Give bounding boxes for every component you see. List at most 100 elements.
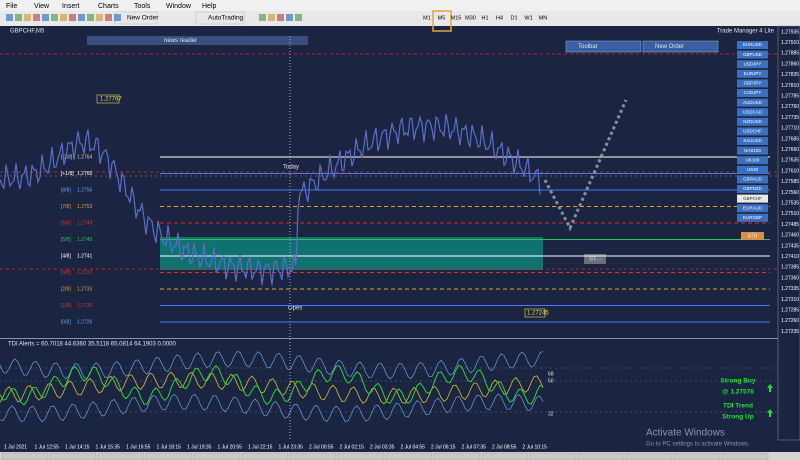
tab[interactable] <box>193 452 241 460</box>
symbol: EURGBP <box>743 215 762 220</box>
tab[interactable] <box>481 452 529 460</box>
tab[interactable] <box>337 452 385 460</box>
symbol-button[interactable] <box>737 98 768 107</box>
symbol-button[interactable] <box>737 117 768 126</box>
level-price: 1.2730 <box>77 303 93 309</box>
tool-icon[interactable] <box>87 14 94 21</box>
menu-item[interactable]: Insert <box>62 3 80 10</box>
symbol-button[interactable] <box>737 194 768 203</box>
time-tick: 2 Jul 06:15 <box>431 444 456 450</box>
symbol: GBPJPY <box>744 81 762 86</box>
menu-item[interactable]: Charts <box>98 3 119 10</box>
symbol-button[interactable] <box>737 165 768 174</box>
symbol-button[interactable] <box>737 60 768 69</box>
timeframe[interactable]: H1 <box>481 15 488 21</box>
menu-item[interactable]: Tools <box>134 3 151 10</box>
tool-icon[interactable] <box>33 14 40 21</box>
symbol-button[interactable] <box>737 137 768 145</box>
symbol-button[interactable] <box>737 50 768 59</box>
tool-icon[interactable] <box>69 14 76 21</box>
menu-item[interactable]: Help <box>202 3 217 10</box>
menu-item[interactable]: View <box>34 3 50 10</box>
autotrading: AutoTrading <box>208 15 244 22</box>
tool-icon[interactable] <box>286 14 293 21</box>
news-reader-bar[interactable] <box>87 36 308 45</box>
symbol-button[interactable] <box>737 69 768 78</box>
level-tag: [3/8] <box>61 270 71 276</box>
menu-bar <box>0 0 800 11</box>
price-tick: 1.27235 <box>781 329 799 335</box>
tool-icon[interactable] <box>42 14 49 21</box>
tool-icon[interactable] <box>60 14 67 21</box>
symbol-button[interactable] <box>737 213 768 222</box>
tab[interactable] <box>145 452 193 460</box>
tab[interactable] <box>49 452 97 460</box>
price-tick: 1.27335 <box>781 286 799 292</box>
tab[interactable] <box>241 452 289 460</box>
tool-icon[interactable] <box>295 14 302 21</box>
tab[interactable] <box>1 452 49 460</box>
autotrading-button[interactable] <box>195 11 245 25</box>
symbol-button[interactable] <box>737 175 768 184</box>
tool-icon[interactable] <box>6 14 13 21</box>
symbol-button[interactable] <box>737 146 768 155</box>
symbol-button[interactable] <box>737 41 768 49</box>
tab[interactable] <box>385 452 433 460</box>
menu-item[interactable]: Window <box>166 3 192 10</box>
symbol: GBPNZD <box>743 186 763 191</box>
price-tick: 1.27485 <box>781 222 799 228</box>
symbol-button[interactable] <box>737 156 768 165</box>
timeframe[interactable]: W1 <box>524 15 532 21</box>
signal-text: @ 1.27576 <box>722 389 754 396</box>
tool-icon[interactable] <box>15 14 22 21</box>
timeframe[interactable]: M1 <box>423 15 431 21</box>
panel[interactable] <box>565 40 642 53</box>
tool-icon[interactable] <box>268 14 275 21</box>
tab[interactable] <box>529 452 577 460</box>
price-tick: 1.27460 <box>781 233 799 239</box>
tab[interactable] <box>433 452 481 460</box>
time-tick: 2 Jul 04:55 <box>401 444 426 450</box>
tab[interactable] <box>97 452 145 460</box>
highlight[interactable] <box>432 10 452 32</box>
tool-icon[interactable] <box>114 14 121 21</box>
symbol-button[interactable] <box>737 127 768 136</box>
st-button[interactable] <box>584 254 606 264</box>
timeframe[interactable]: M15 <box>451 15 462 21</box>
chart-title: GBPCHF,M5 <box>10 29 45 35</box>
symbol-button[interactable] <box>737 79 768 88</box>
tab[interactable] <box>673 452 721 460</box>
symbol-button[interactable] <box>737 204 768 213</box>
tab[interactable] <box>625 452 673 460</box>
timeframe[interactable]: M5 <box>438 15 446 21</box>
symbol: USDCAD <box>743 109 763 114</box>
time-tick: 1 Jul 16:55 <box>126 444 151 450</box>
tool-icon[interactable] <box>51 14 58 21</box>
panel-label: Toolbar <box>578 44 598 50</box>
st-button-label: ST... <box>589 257 601 263</box>
symbol: NAS100 <box>744 148 761 153</box>
tab[interactable] <box>577 452 625 460</box>
price-tick: 1.27810 <box>781 83 799 89</box>
timeframe[interactable]: M30 <box>465 15 476 21</box>
symbol-button[interactable] <box>737 108 768 117</box>
tool-icon[interactable] <box>277 14 284 21</box>
tool-icon[interactable] <box>78 14 85 21</box>
atr-button[interactable] <box>741 232 764 240</box>
symbol-button[interactable] <box>737 185 768 193</box>
panel[interactable] <box>642 40 719 53</box>
tab[interactable] <box>721 452 769 460</box>
menu-item[interactable]: File <box>6 3 17 10</box>
watermark-text: Go to PC settings to activate Windows. <box>646 442 750 448</box>
timeframe[interactable]: H4 <box>496 15 503 21</box>
timeframe[interactable]: D1 <box>510 15 517 21</box>
tab[interactable] <box>289 452 337 460</box>
tool-icon[interactable] <box>259 14 266 21</box>
timeframe[interactable]: MN <box>539 15 548 21</box>
tool-icon[interactable] <box>105 14 112 21</box>
symbol-button[interactable] <box>737 89 768 97</box>
tool-icon[interactable] <box>96 14 103 21</box>
tool-icon[interactable] <box>24 14 31 21</box>
